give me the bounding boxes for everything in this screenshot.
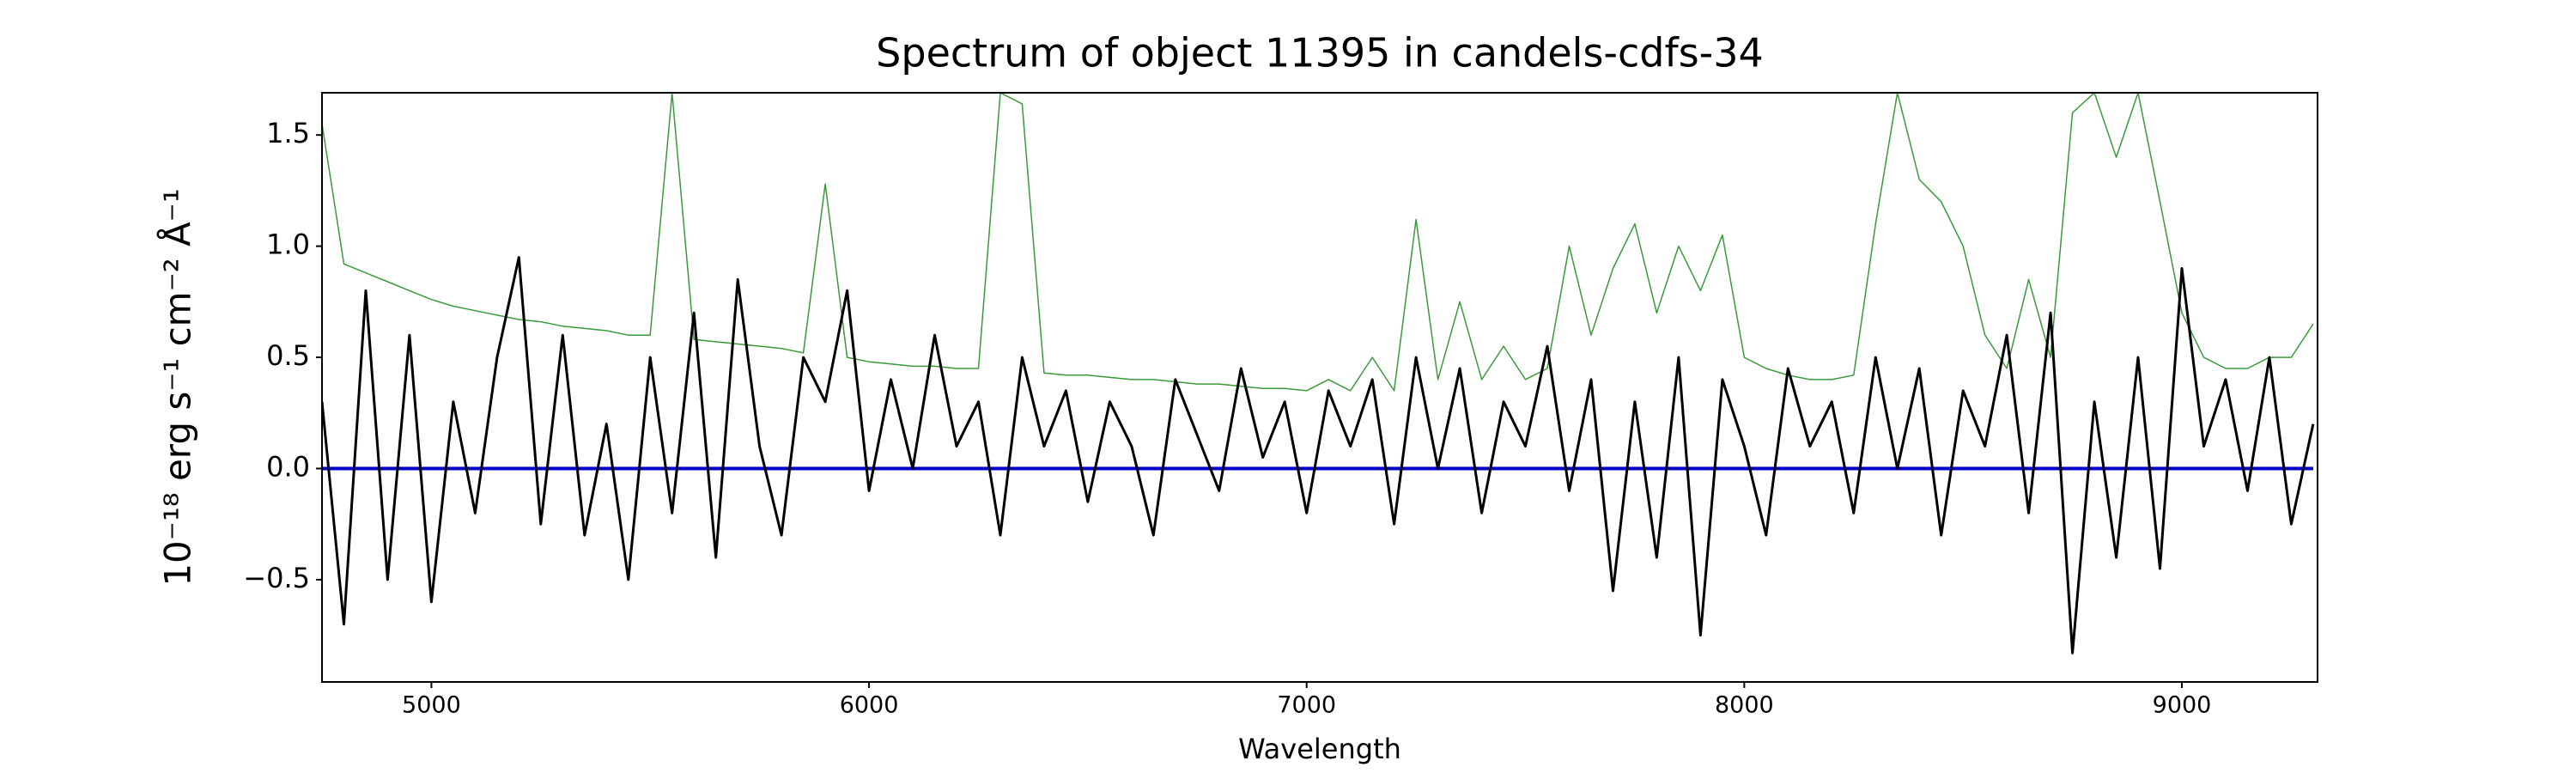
series-line xyxy=(322,93,2314,392)
y-tick-label: 0.0 xyxy=(266,450,310,483)
y-tick-label: −0.5 xyxy=(243,562,310,594)
x-tick-label: 8000 xyxy=(1715,692,1774,719)
y-tick-label: 1.0 xyxy=(266,228,310,261)
plot-frame xyxy=(321,92,2318,683)
y-axis-label: 10⁻¹⁸ erg s⁻¹ cm⁻² Å⁻¹ xyxy=(156,188,199,586)
x-tick-label: 5000 xyxy=(402,692,461,719)
x-axis-label: Wavelength xyxy=(1238,733,1401,765)
chart-title: Spectrum of object 11395 in candels-cdfs… xyxy=(876,30,1764,76)
x-tick-label: 9000 xyxy=(2153,692,2212,719)
x-tick-label: 6000 xyxy=(840,692,899,719)
y-tick-label: 1.5 xyxy=(266,117,310,149)
series-line xyxy=(322,256,2315,654)
x-tick-label: 7000 xyxy=(1277,692,1336,719)
y-tick-label: 0.5 xyxy=(266,339,310,372)
